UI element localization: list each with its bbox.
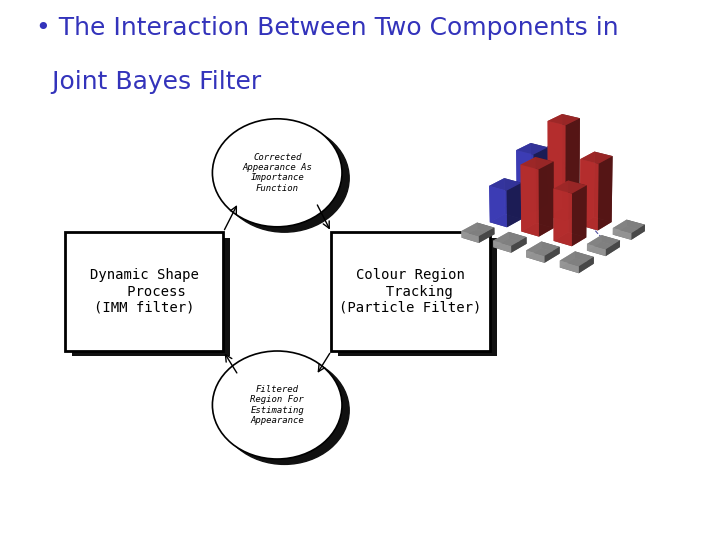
Text: Dynamic Shape
   Process
(IMM filter): Dynamic Shape Process (IMM filter) bbox=[89, 268, 199, 315]
Text: Filtered
Region For
Estimating
Appearance: Filtered Region For Estimating Appearanc… bbox=[251, 385, 304, 425]
FancyBboxPatch shape bbox=[331, 232, 490, 351]
Ellipse shape bbox=[220, 124, 349, 232]
FancyBboxPatch shape bbox=[72, 238, 230, 356]
FancyBboxPatch shape bbox=[338, 238, 497, 356]
Text: Joint Bayes Filter: Joint Bayes Filter bbox=[36, 70, 261, 94]
Ellipse shape bbox=[212, 119, 342, 227]
Text: Colour Region
  Tracking
(Particle Filter): Colour Region Tracking (Particle Filter) bbox=[339, 268, 482, 315]
FancyBboxPatch shape bbox=[65, 232, 223, 351]
Ellipse shape bbox=[220, 356, 349, 464]
Text: Corrected
Appearance As
Importance
Function: Corrected Appearance As Importance Funct… bbox=[242, 153, 312, 193]
Ellipse shape bbox=[212, 351, 342, 459]
Text: • The Interaction Between Two Components in: • The Interaction Between Two Components… bbox=[36, 16, 618, 40]
